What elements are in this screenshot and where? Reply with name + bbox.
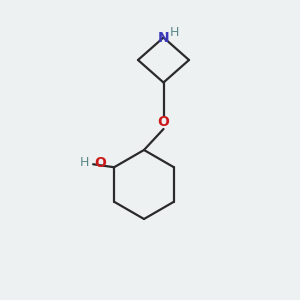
Text: O: O: [158, 115, 169, 128]
Text: H: H: [170, 26, 180, 39]
Text: O: O: [94, 156, 106, 170]
Text: H: H: [80, 156, 89, 169]
Text: N: N: [158, 31, 169, 44]
